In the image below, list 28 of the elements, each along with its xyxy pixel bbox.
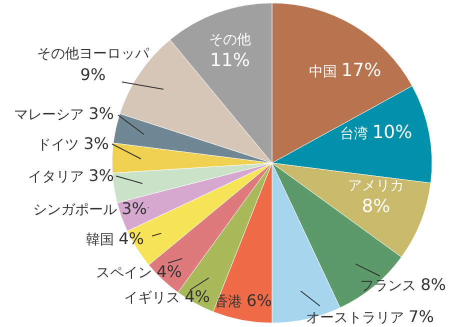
data-label: 11% <box>210 50 250 71</box>
slice-label: オーストラリア <box>306 310 409 326</box>
slice-label: イタリア <box>28 169 89 185</box>
slice-label: 中国 <box>308 64 342 80</box>
slice-label: スペイン <box>96 265 157 281</box>
slice-label: フランス <box>360 278 421 294</box>
data-label: 10% <box>372 122 412 143</box>
data-label: 7% <box>408 307 434 326</box>
data-label: 6% <box>246 291 272 310</box>
data-label: 9% <box>80 65 106 84</box>
slice-label: マレーシア <box>14 107 89 123</box>
data-label: 3% <box>88 104 114 123</box>
slice-label: その他ヨーロッパ <box>37 46 150 62</box>
data-label: 8% <box>420 275 446 294</box>
data-label: 17% <box>341 60 382 81</box>
slice-label: その他 <box>209 32 251 48</box>
slice-label: 台湾 <box>340 126 372 142</box>
data-label: 8% <box>362 196 390 217</box>
data-label: 4% <box>184 287 210 306</box>
slice-label: シンガポール <box>33 202 122 218</box>
slice-label: 韓国 <box>86 232 119 248</box>
data-label: 3% <box>84 134 109 153</box>
data-label: 3% <box>122 199 147 218</box>
slice-label: アメリカ <box>348 178 404 194</box>
data-label: 4% <box>156 262 182 281</box>
data-label: 3% <box>88 166 114 185</box>
slice-label: イギリス <box>124 290 185 306</box>
slice-label: ドイツ <box>37 137 84 153</box>
